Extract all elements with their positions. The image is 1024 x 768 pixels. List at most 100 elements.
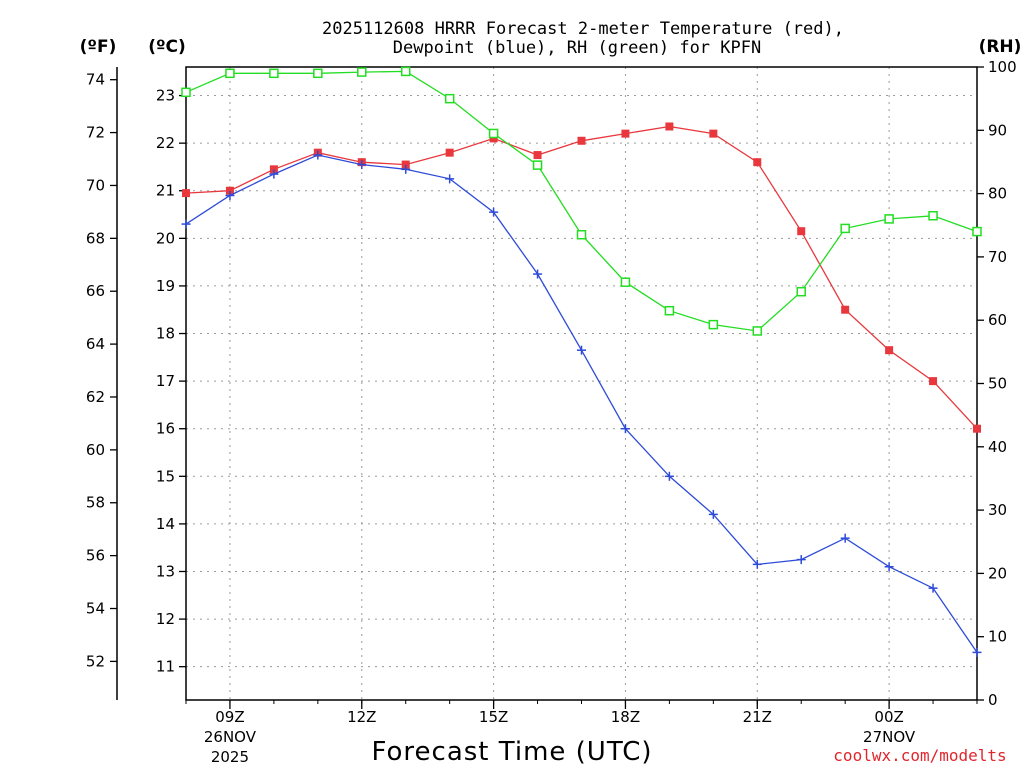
dewpoint-point	[225, 191, 235, 201]
dewpoint-point	[489, 207, 499, 217]
rh-tick-label: 30	[988, 501, 1007, 519]
celsius-tick-label: 22	[156, 134, 175, 152]
rh-point	[313, 68, 323, 79]
celsius-tick-label: 12	[156, 610, 175, 628]
temperature-point	[621, 129, 630, 138]
temperature-point	[709, 129, 718, 138]
rh-tick-label: 50	[988, 375, 1007, 393]
dewpoint-point	[313, 150, 323, 160]
celsius-tick-label: 21	[156, 182, 175, 200]
temperature-point	[489, 134, 498, 143]
dewpoint-point	[181, 219, 191, 229]
x-axis-label: Forecast Time (UTC)	[371, 737, 652, 767]
fahrenheit-tick-label: 72	[86, 124, 105, 142]
temperature-line	[185, 125, 978, 430]
dewpoint-point	[533, 269, 543, 279]
temperature-point	[841, 305, 850, 314]
rh-point	[357, 67, 367, 77]
credit-text: coolwx.com/modelts	[833, 746, 1006, 765]
rh-point	[840, 223, 850, 234]
temperature-point	[577, 136, 586, 145]
celsius-tick-label: 19	[156, 277, 175, 295]
tick-labels: 52 54 56 58 60 62 64 66 68 70 72 74 11 12 13 14 15 16 17 18…	[86, 58, 1017, 766]
temperature-point	[665, 122, 674, 131]
rh-tick-label: 0	[988, 691, 998, 709]
dewpoint-point	[577, 345, 586, 355]
rh-point	[708, 319, 719, 330]
dewpoint-point	[708, 509, 718, 519]
x-tick-label: 09Z	[215, 708, 244, 726]
rh-point	[444, 93, 455, 104]
rh-point	[269, 68, 279, 79]
celsius-tick-label: 17	[156, 372, 175, 390]
rh-point	[576, 229, 587, 240]
fahrenheit-tick-label: 64	[86, 335, 105, 353]
fahrenheit-tick-label: 58	[86, 494, 105, 512]
dewpoint-point	[884, 562, 894, 572]
rh-line	[185, 70, 978, 332]
chart-title-line2: Dewpoint (blue), RH (green) for KPFN	[393, 38, 761, 58]
celsius-tick-label: 14	[156, 515, 175, 533]
data-series	[181, 66, 982, 657]
rh-tick-label: 10	[988, 628, 1007, 646]
dewpoint-point	[445, 174, 455, 184]
dewpoint-point	[972, 647, 982, 657]
rh-tick-label: 40	[988, 438, 1007, 456]
rh-tick-label: 100	[988, 58, 1017, 76]
temperature-point	[445, 148, 454, 157]
fahrenheit-tick-label: 66	[86, 282, 105, 300]
rh-point	[928, 211, 938, 221]
celsius-tick-label: 15	[156, 467, 175, 485]
rh-tick-label: 60	[988, 311, 1007, 329]
dewpoint-point	[840, 533, 850, 543]
temperature-point	[533, 151, 542, 160]
x-tick-label: 12Z	[347, 708, 376, 726]
rh-point	[796, 286, 806, 297]
x-tick-label: 18Z	[611, 708, 640, 726]
temperature-point	[182, 189, 190, 198]
temperature-point	[269, 165, 278, 174]
dewpoint-point	[357, 160, 367, 170]
fahrenheit-tick-label: 74	[86, 71, 105, 89]
temperature-point	[973, 424, 981, 433]
celsius-tick-label: 13	[156, 562, 175, 580]
temperature-point	[797, 227, 806, 236]
x-tick-label: 00Z	[874, 708, 903, 726]
x-tick-label: 21Z	[743, 708, 772, 726]
rh-point	[972, 226, 982, 237]
fahrenheit-axis-unit: (ºF)	[80, 37, 117, 57]
rh-tick-label: 70	[988, 248, 1007, 266]
temperature-point	[885, 346, 894, 355]
rh-point	[532, 160, 543, 170]
dewpoint-point	[620, 424, 630, 434]
fahrenheit-tick-label: 52	[86, 652, 105, 670]
rh-point	[400, 66, 411, 77]
celsius-tick-label: 11	[156, 658, 175, 676]
fahrenheit-tick-label: 60	[86, 441, 105, 459]
celsius-tick-label: 18	[156, 325, 175, 343]
celsius-tick-label: 20	[156, 229, 175, 247]
x-tick-label: 15Z	[479, 708, 508, 726]
gridlines	[186, 67, 977, 700]
dewpoint-point	[928, 583, 938, 593]
chart-title-line1: 2025112608 HRRR Forecast 2-meter Tempera…	[322, 19, 844, 39]
rh-point	[488, 128, 499, 139]
dewpoint-point	[401, 164, 411, 174]
rh-tick-label: 80	[988, 185, 1007, 203]
rh-point	[752, 326, 763, 336]
dewpoint-point	[796, 555, 806, 565]
dewpoint-point	[752, 559, 762, 569]
fahrenheit-tick-label: 56	[86, 547, 105, 565]
x-tick-year: 2025	[211, 748, 249, 766]
celsius-axis-unit: (ºC)	[148, 37, 186, 57]
rh-point	[620, 277, 631, 287]
rh-point	[225, 68, 235, 79]
fahrenheit-tick-label: 70	[86, 176, 105, 194]
fahrenheit-tick-label: 68	[86, 229, 105, 247]
temperature-point	[225, 186, 234, 195]
fahrenheit-tick-label: 54	[86, 600, 105, 618]
temperature-point	[929, 377, 938, 386]
celsius-tick-label: 16	[156, 420, 175, 438]
rh-tick-label: 20	[988, 564, 1007, 582]
